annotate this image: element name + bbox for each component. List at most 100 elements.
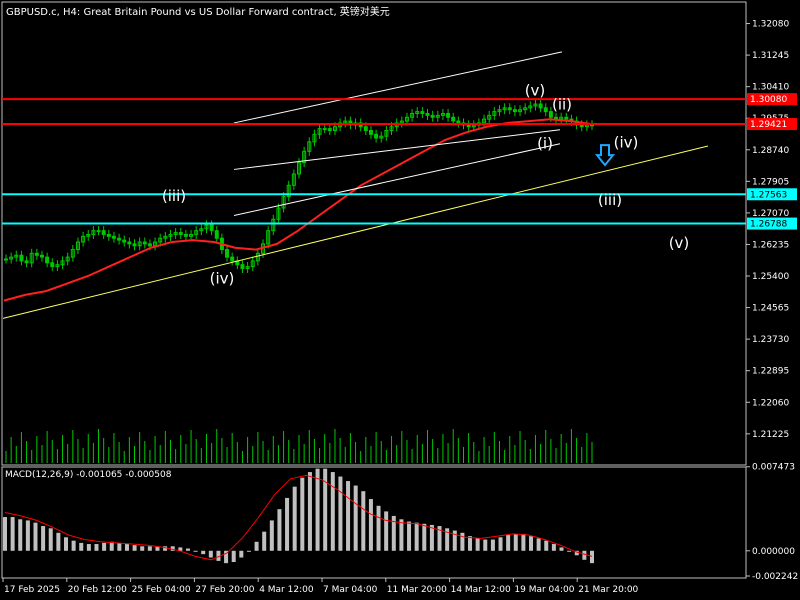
candle <box>497 109 502 113</box>
candle <box>75 241 80 251</box>
time-axis-label: 27 Feb 20:00 <box>195 585 254 595</box>
macd-histogram-bar <box>399 519 404 551</box>
candle <box>194 230 199 235</box>
price-axis-label: 1.27905 <box>752 177 789 187</box>
macd-histogram-bar <box>246 550 251 552</box>
candle <box>230 256 235 262</box>
candle <box>451 116 456 122</box>
price-axis-label: 1.32080 <box>752 20 789 30</box>
macd-histogram-bar <box>56 532 61 551</box>
candle <box>255 252 260 262</box>
macd-histogram-bar <box>63 537 68 551</box>
macd-histogram-bar <box>490 539 495 551</box>
macd-histogram-bar <box>170 546 175 551</box>
candle <box>101 230 106 235</box>
candle <box>363 126 368 132</box>
candle <box>533 103 538 107</box>
candle <box>281 196 286 209</box>
macd-histogram-bar <box>368 499 373 551</box>
price-level-tag-label: 1.26788 <box>750 220 787 230</box>
candle <box>276 207 281 220</box>
macd-histogram-bar <box>102 542 107 551</box>
candle <box>297 162 301 175</box>
candle <box>117 237 122 241</box>
macd-histogram-bar <box>48 528 53 551</box>
macd-histogram-bar <box>201 550 206 555</box>
macd-histogram-bar <box>422 523 427 551</box>
macd-histogram-bar <box>269 520 274 551</box>
candle <box>322 128 327 131</box>
price-level-tag <box>747 93 797 106</box>
candle <box>399 120 404 124</box>
candle <box>538 103 543 109</box>
candle <box>384 130 389 137</box>
macd-axis-label: 0.000000 <box>752 547 795 557</box>
elliott-wave-label: (iv) <box>614 134 639 152</box>
candle <box>404 116 409 122</box>
candle <box>456 120 461 124</box>
candle <box>512 109 517 113</box>
macd-histogram-bar <box>254 541 259 551</box>
macd-histogram-bar <box>300 477 305 551</box>
candle <box>127 241 132 245</box>
candle <box>34 252 39 256</box>
macd-histogram-bar <box>79 542 84 551</box>
price-level-tag-label: 1.27563 <box>750 190 787 200</box>
price-level-tag <box>747 118 797 131</box>
macd-histogram-bar <box>521 533 526 551</box>
price-axis-label: 1.21225 <box>752 430 789 440</box>
candle <box>302 150 307 164</box>
macd-histogram-bar <box>475 538 480 551</box>
time-axis-label: 20 Feb 12:00 <box>68 585 127 595</box>
elliott-wave-label: (i) <box>537 135 553 153</box>
candle <box>65 256 70 262</box>
price-axis-label: 1.28740 <box>752 146 789 156</box>
macd-histogram-bar <box>483 539 488 551</box>
candle <box>523 107 528 111</box>
candle <box>132 243 137 247</box>
candle <box>240 264 245 269</box>
candle <box>9 256 14 260</box>
candle <box>178 232 183 235</box>
price-axis-label: 1.22895 <box>752 367 789 377</box>
candle <box>245 266 250 269</box>
macd-histogram-bar <box>376 505 381 551</box>
macd-histogram-bar <box>208 550 213 558</box>
candle <box>111 235 116 239</box>
channel-middle-line <box>233 129 561 170</box>
macd-histogram-bar <box>353 485 358 551</box>
candle <box>168 233 173 237</box>
macd-axis-label: 0.007473 <box>752 463 795 473</box>
macd-histogram-bar <box>574 550 579 556</box>
candle <box>106 233 111 237</box>
candle <box>86 233 91 237</box>
candle <box>286 184 291 198</box>
price-axis-label: 1.26235 <box>752 240 789 250</box>
candle <box>379 135 384 139</box>
candle <box>307 141 312 152</box>
candle <box>4 258 8 261</box>
macd-histogram-bar <box>292 486 297 551</box>
candle <box>271 218 276 232</box>
macd-histogram-bar <box>429 524 434 551</box>
macd-histogram-bar <box>551 544 556 551</box>
macd-histogram-bar <box>513 533 518 551</box>
candle <box>487 114 492 120</box>
candle <box>559 116 564 120</box>
candle <box>183 233 188 237</box>
macd-histogram-bar <box>71 540 76 551</box>
time-axis-label: 19 Mar 04:00 <box>514 585 574 595</box>
candle <box>24 260 29 264</box>
macd-histogram-bar <box>338 476 343 551</box>
macd-panel-frame <box>1 466 747 579</box>
macd-histogram-bar <box>285 497 290 551</box>
candle <box>173 232 178 235</box>
macd-signal-line <box>4 474 593 561</box>
macd-histogram-bar <box>94 544 99 551</box>
macd-histogram-bar <box>124 544 129 551</box>
macd-histogram-bar <box>437 526 442 551</box>
macd-histogram-bar <box>445 528 450 551</box>
time-axis-label: 21 Mar 20:00 <box>578 585 638 595</box>
candle <box>147 243 152 247</box>
macd-histogram-bar <box>41 526 46 551</box>
